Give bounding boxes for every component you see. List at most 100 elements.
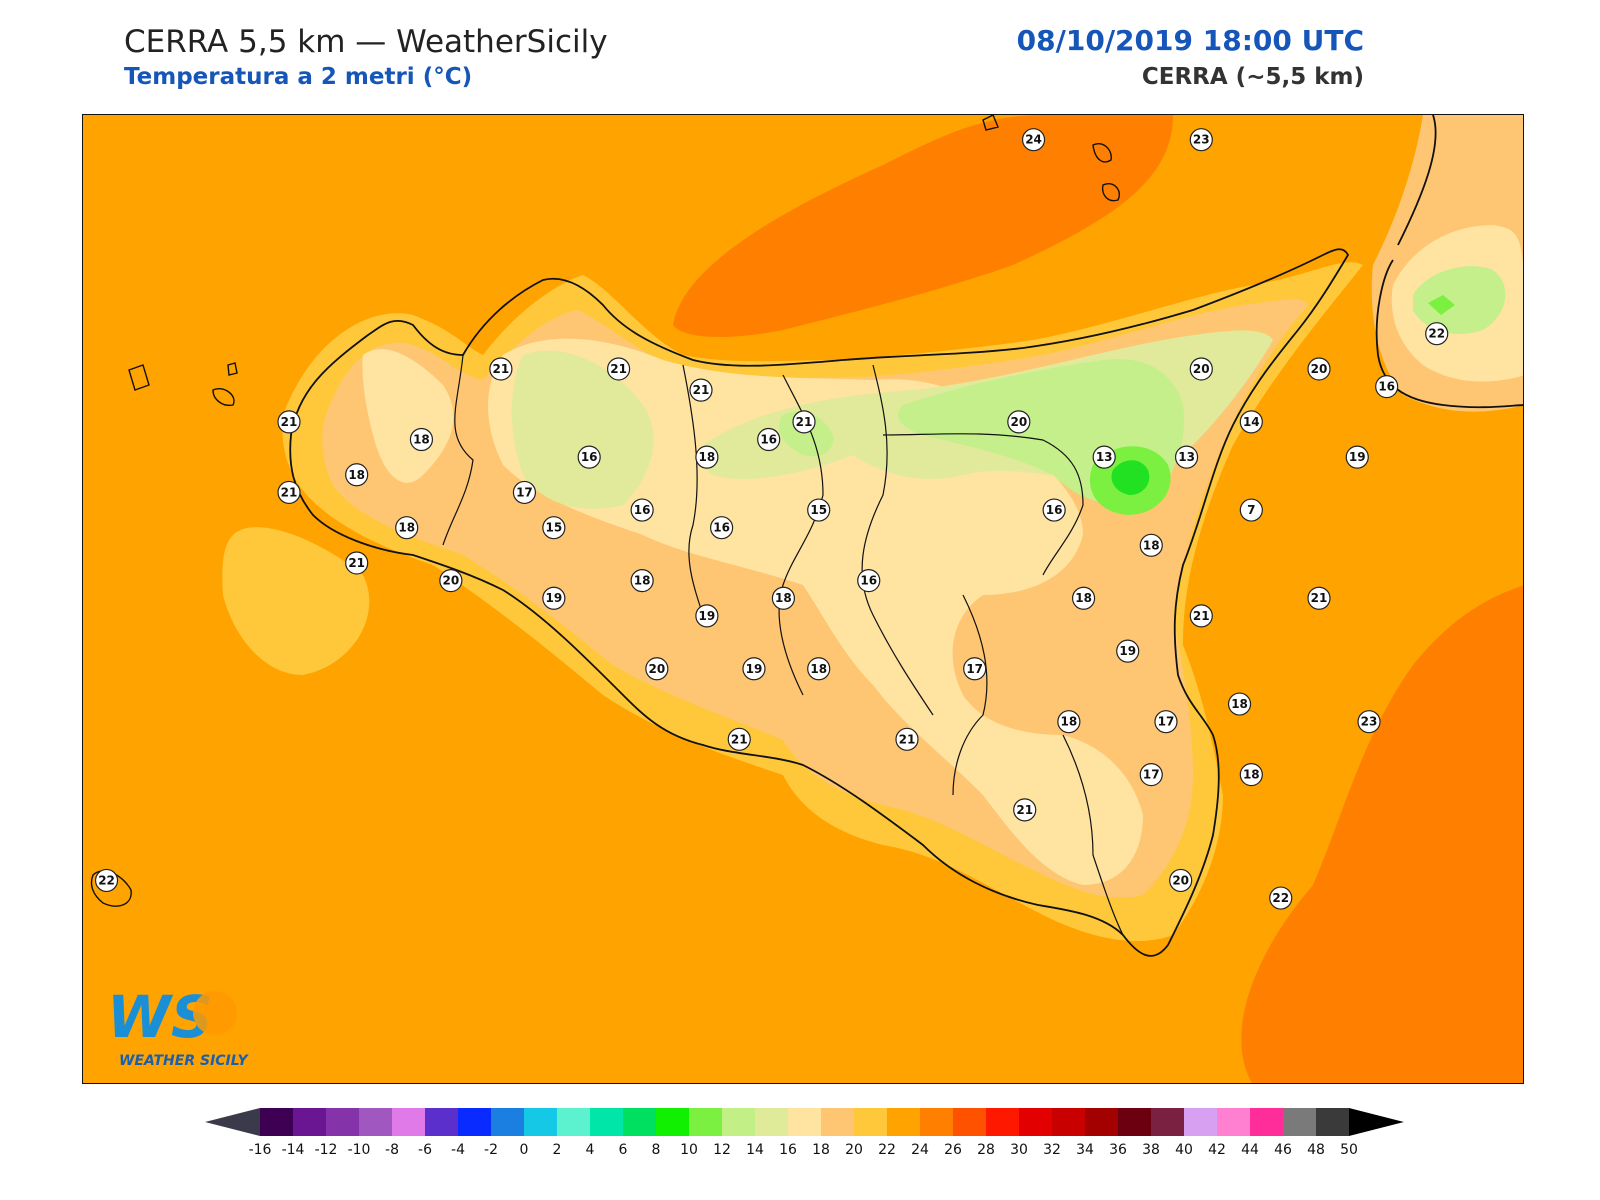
station-circle [1227,692,1252,716]
station-circle [630,569,654,593]
temperature-map: 24 23 21 21 21 21 21 20 20 20 22 16 14 18 16 18 16 13 13 19… [82,114,1524,1084]
station-value: 17 [966,662,983,676]
station-marker: 21 [345,551,369,575]
station-circle [792,410,816,434]
colorbar-tick-label: 8 [652,1142,661,1158]
station-value: 18 [413,433,430,447]
station-value: 22 [1428,327,1445,341]
station-circle [1021,128,1046,152]
island-band-18-center [488,338,1143,885]
station-value: 13 [1096,450,1113,464]
calabria-band-14 [1413,266,1506,334]
station-value: 17 [1143,768,1160,782]
colorbar-tick-label: -14 [282,1142,305,1158]
colorbar-tick-label: -8 [385,1142,399,1158]
station-marker: 16 [757,427,781,452]
station-value: 18 [398,521,415,535]
colorbar-cell [1085,1108,1119,1136]
station-value: 15 [810,503,827,517]
station-value: 18 [1243,768,1260,782]
station-circle [1057,710,1081,734]
station-value: 20 [1010,415,1027,429]
station-marker: 18 [807,657,831,681]
station-value: 21 [1193,609,1210,623]
station-marker: 18 [1057,710,1081,734]
map-subtitle: Temperatura a 2 metri (°C) [124,64,473,90]
station-value: 14 [1243,415,1260,429]
station-marker: 22 [1425,322,1449,346]
station-circle [1092,445,1116,469]
colorbar-cell [986,1108,1020,1136]
colorbar-tick-label: 6 [619,1142,628,1158]
station-marker: 18 [395,516,419,540]
station-circle [1139,762,1163,787]
colorbar-tick-label: 32 [1043,1142,1061,1158]
egadi-islands [128,362,238,407]
station-circle [277,480,301,505]
colorbar-cell [623,1108,657,1136]
station-circle [1375,375,1399,399]
colorbar-cell [656,1108,690,1136]
station-marker: 19 [742,657,766,681]
station-marker: 18 [345,463,369,487]
station-circle [395,516,419,540]
station-marker: 23 [1357,710,1381,734]
station-circle [695,604,719,628]
station-value: 19 [1349,450,1366,464]
station-circle [1013,798,1037,822]
colorbar-cell [1217,1108,1251,1136]
station-marker: 22 [94,868,119,893]
station-marker: 16 [709,516,734,540]
station-marker: 14 [1239,410,1263,434]
station-value: 16 [1378,380,1395,394]
station-value: 23 [1361,715,1378,729]
station-value: 21 [610,362,627,376]
station-circle [727,727,751,751]
station-marker: 24 [1021,128,1046,152]
colorbar-tick-label: 24 [911,1142,929,1158]
station-value: 20 [649,662,666,676]
colorbar-cell [854,1108,888,1136]
station-value: 18 [634,574,651,588]
station-value: 21 [348,556,365,570]
colorbar-tick-label: 34 [1076,1142,1094,1158]
station-circle [895,727,919,751]
etna-band-8 [1111,460,1150,495]
station-circle [963,657,987,681]
station-value: 19 [746,662,763,676]
colorbar-tick-label: 10 [680,1142,698,1158]
station-marker: 21 [489,357,513,381]
station-marker: 18 [1139,533,1163,557]
colorbar-tick-label: 28 [977,1142,995,1158]
temperature-colorbar: -16 -14 -12 -10 -8 -6 -4 -2 0 2 4 6 8 10 12 14 16 18 20 22 2… [205,1108,1404,1158]
station-value: 16 [581,450,598,464]
station-marker: 18 [409,427,434,452]
colorbar-cell [326,1108,360,1136]
colorbar-cell [1151,1108,1185,1136]
station-marker: 19 [542,586,566,610]
colorbar-cell [524,1108,558,1136]
station-circle [757,427,781,452]
station-value: 19 [1119,644,1136,658]
station-circle [1007,410,1031,434]
station-circle [1139,533,1163,557]
station-circle [512,480,537,505]
station-circle [542,516,566,540]
station-circle [1042,498,1066,522]
station-value: 22 [1272,891,1289,905]
colorbar-tick-label: 22 [878,1142,896,1158]
station-value: 15 [546,521,563,535]
station-value: 16 [713,521,730,535]
sea-hot-zone-ionian [1241,585,1523,1083]
station-circle [1174,445,1199,469]
station-value: 21 [1311,591,1328,605]
colorbar-tick-label: 12 [713,1142,731,1158]
station-circle [1239,498,1263,522]
colorbar-cell [392,1108,426,1136]
station-marker: 19 [1345,445,1369,469]
station-value: 18 [810,662,827,676]
station-marker: 18 [1071,586,1096,610]
station-circle [1239,410,1263,434]
station-circle [606,357,631,381]
station-marker: 16 [630,498,654,522]
